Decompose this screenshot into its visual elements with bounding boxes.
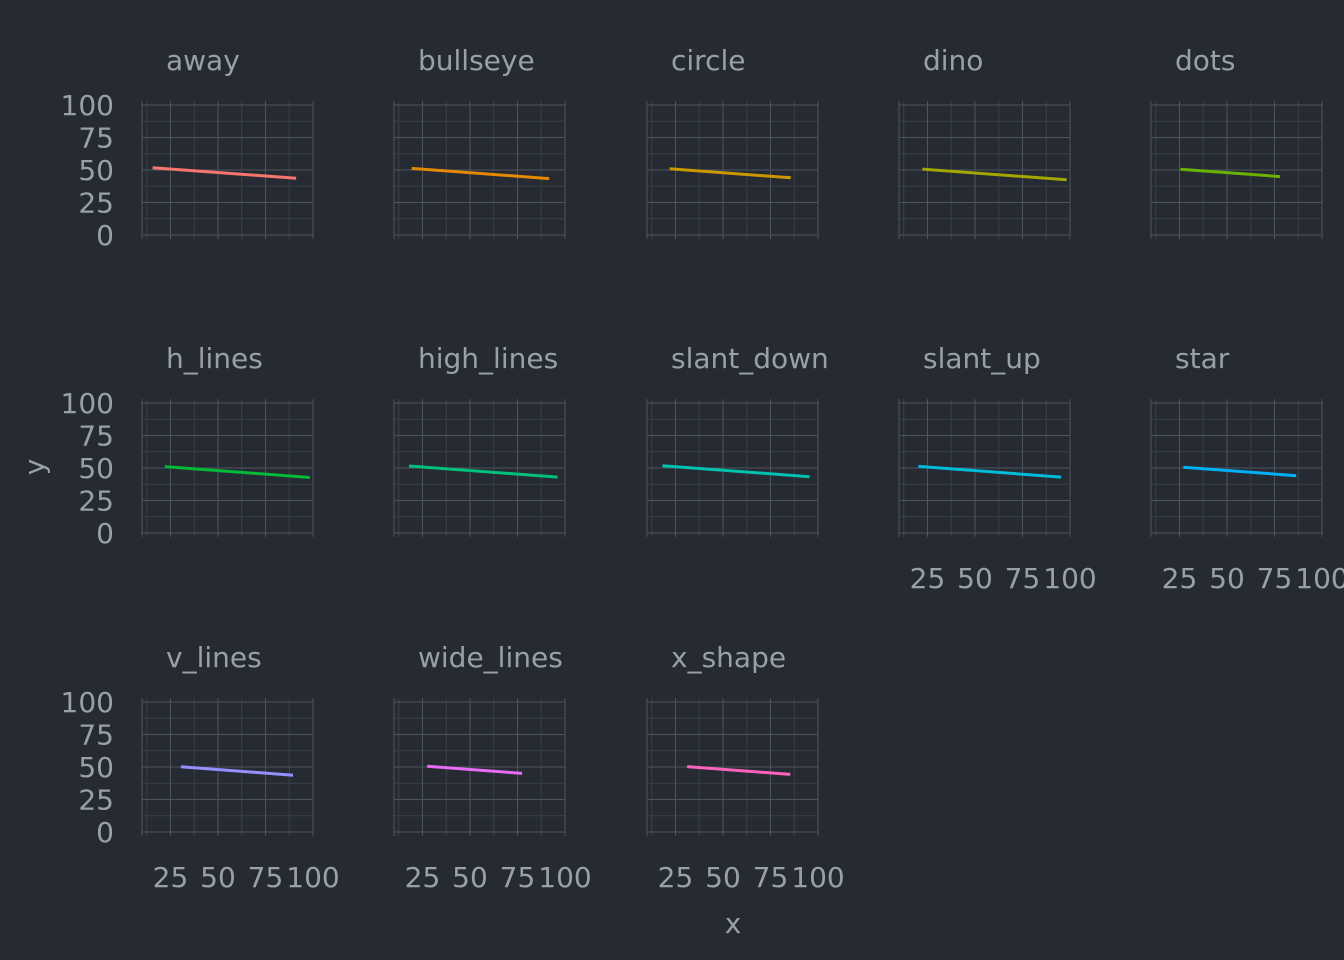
y-tick-label: 0 — [96, 816, 114, 849]
x-tick-label: 25 — [405, 861, 441, 894]
x-tick-label: 25 — [153, 861, 189, 894]
x-tick-label: 50 — [452, 861, 488, 894]
y-tick-label: 25 — [78, 485, 114, 518]
series-line-high-lines — [408, 464, 558, 479]
x-tick-label: 100 — [286, 861, 339, 894]
series-line-star — [1183, 465, 1297, 478]
facet-strip-label: away — [166, 44, 240, 77]
y-tick-label: 0 — [96, 517, 114, 550]
facet-strip-label: high_lines — [418, 342, 558, 375]
x-tick-label: 25 — [910, 562, 946, 595]
x-tick-label: 75 — [753, 861, 789, 894]
facet-panel-x-shape: x_shape 25 50 75 100 — [646, 641, 845, 894]
x-tick-label: 75 — [1005, 562, 1041, 595]
facet-strip-label: bullseye — [418, 44, 535, 77]
y-tick-label: 50 — [78, 452, 114, 485]
facet-strip-label: circle — [671, 44, 745, 77]
y-tick-label: 100 — [61, 686, 114, 719]
y-tick-label: 100 — [61, 387, 114, 420]
series-line-away — [152, 166, 297, 180]
series-line-dots — [1180, 167, 1281, 179]
facet-strip-label: star — [1175, 342, 1230, 375]
x-tick-label: 100 — [1295, 562, 1344, 595]
x-tick-label: 50 — [200, 861, 236, 894]
y-tick-label: 50 — [78, 154, 114, 187]
x-tick-label: 75 — [1257, 562, 1293, 595]
y-axis-title: y — [18, 459, 51, 476]
facet-panel-dino: dino — [898, 44, 1071, 239]
facet-strip-label: dino — [923, 44, 983, 77]
series-line-wide-lines — [426, 764, 523, 775]
y-tick-label: 75 — [78, 420, 114, 453]
x-tick-label: 75 — [500, 861, 536, 894]
y-tick-label: 0 — [96, 219, 114, 252]
facet-strip-label: x_shape — [671, 641, 786, 674]
x-axis-title: x — [725, 907, 742, 940]
series-line-slant-up — [918, 464, 1062, 479]
x-tick-label: 25 — [658, 861, 694, 894]
x-tick-label: 50 — [957, 562, 993, 595]
series-line-bullseye — [411, 166, 550, 181]
x-tick-label: 50 — [1209, 562, 1245, 595]
y-tick-label: 75 — [78, 719, 114, 752]
y-tick-label: 75 — [78, 122, 114, 155]
facet-strip-label: h_lines — [166, 342, 263, 375]
facet-panel-slant-down: slant_down — [646, 342, 829, 537]
facet-strip-label: dots — [1175, 44, 1235, 77]
facet-strip-label: wide_lines — [418, 641, 563, 674]
x-tick-label: 100 — [1043, 562, 1096, 595]
y-tick-label: 50 — [78, 751, 114, 784]
facet-strip-label: slant_up — [923, 342, 1041, 375]
x-tick-label: 100 — [791, 861, 844, 894]
series-line-slant-down — [662, 464, 810, 479]
facet-panel-high-lines: high_lines — [393, 342, 566, 537]
x-tick-label: 100 — [538, 861, 591, 894]
facet-strip-label: slant_down — [671, 342, 829, 375]
facet-panel-wide-lines: wide_lines 25 50 75 100 — [393, 641, 592, 894]
series-line-v-lines — [180, 765, 294, 777]
series-line-circle — [669, 167, 791, 180]
x-tick-label: 25 — [1162, 562, 1198, 595]
facet-panel-bullseye: bullseye — [393, 44, 566, 239]
facet-panel-circle: circle — [646, 44, 819, 239]
y-tick-label: 25 — [78, 784, 114, 817]
x-tick-label: 75 — [248, 861, 284, 894]
facet-panel-slant-up: slant_up 25 50 75 100 — [898, 342, 1097, 595]
y-tick-label: 25 — [78, 187, 114, 220]
facet-panel-dots: dots — [1150, 44, 1323, 239]
facet-panel-star: star 25 50 75 100 — [1150, 342, 1344, 595]
facet-strip-label: v_lines — [166, 641, 262, 674]
series-line-x-shape — [686, 765, 791, 776]
y-tick-label: 100 — [61, 89, 114, 122]
x-tick-label: 50 — [705, 861, 741, 894]
series-line-h-lines — [164, 465, 310, 479]
series-line-dino — [922, 167, 1067, 182]
